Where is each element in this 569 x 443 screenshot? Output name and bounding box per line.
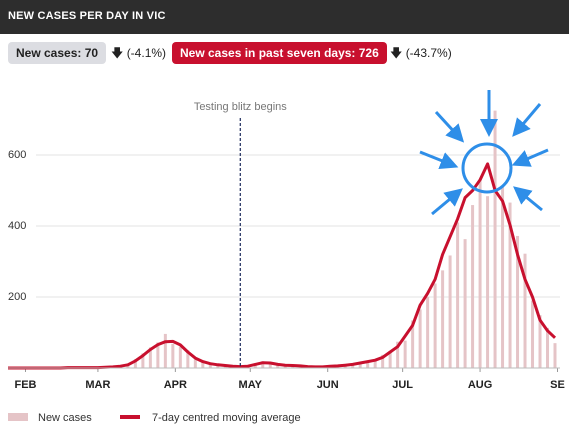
- x-tick-label: MAY: [239, 379, 263, 391]
- bar: [531, 300, 535, 368]
- x-tick-label: AUG: [468, 379, 492, 391]
- x-tick-label: MAR: [85, 379, 110, 391]
- bar: [523, 253, 527, 368]
- bar: [418, 309, 422, 368]
- bar: [433, 283, 437, 368]
- bar: [486, 196, 490, 368]
- bar: [276, 364, 280, 368]
- arrow: [511, 148, 549, 167]
- bar: [403, 340, 407, 368]
- bar: [148, 347, 152, 368]
- x-tick-label: APR: [164, 379, 187, 391]
- y-tick-label: 400: [8, 220, 26, 232]
- x-tick-label: JUN: [317, 379, 339, 391]
- arrow: [513, 186, 543, 212]
- bar: [156, 342, 160, 368]
- bar: [381, 354, 385, 368]
- x-tick-label: JUL: [392, 379, 413, 391]
- legend-swatch: [8, 413, 28, 421]
- legend-label: 7-day centred moving average: [152, 412, 301, 424]
- bar: [358, 361, 362, 368]
- bar: [508, 202, 512, 368]
- bar: [201, 360, 205, 368]
- bar: [388, 350, 392, 368]
- bar: [501, 186, 505, 368]
- bar: [178, 346, 182, 368]
- bar: [268, 363, 272, 368]
- legend-label: New cases: [38, 412, 92, 424]
- bar: [133, 359, 137, 368]
- bar: [351, 364, 355, 368]
- down-arrow: 🡇: [111, 46, 124, 60]
- x-tick-label: FEB: [14, 379, 36, 391]
- bar: [396, 341, 400, 368]
- bar: [186, 350, 190, 368]
- down-arrow: 🡇: [390, 46, 403, 60]
- bar: [411, 320, 415, 368]
- bar: [171, 343, 175, 368]
- arrow: [431, 188, 463, 216]
- bar: [426, 297, 430, 368]
- arrow: [419, 150, 459, 170]
- bar: [493, 110, 497, 368]
- arrow: [512, 103, 542, 137]
- bar: [366, 360, 370, 368]
- bar: [538, 315, 542, 368]
- y-tick-label: 600: [8, 149, 26, 161]
- change-text: (-4.1%): [126, 46, 167, 60]
- bar: [448, 255, 452, 368]
- bar: [216, 365, 220, 368]
- bar: [283, 365, 287, 368]
- bar: [463, 239, 467, 368]
- bar: [456, 222, 460, 368]
- bar: [441, 270, 445, 368]
- highlight-circle: [461, 142, 513, 194]
- bar: [141, 353, 145, 368]
- arrow: [434, 110, 465, 143]
- bar: [373, 359, 377, 368]
- bar: [471, 205, 475, 368]
- bar: [193, 359, 197, 368]
- y-tick-label: 200: [8, 291, 26, 303]
- bar: [163, 333, 167, 368]
- bar: [478, 179, 482, 368]
- bar: [546, 327, 550, 368]
- stat-change: 🡇 (-4.1%): [111, 42, 166, 64]
- stat-pill: New cases in past seven days: 726: [172, 42, 387, 64]
- stat-pill: New cases: 70: [8, 42, 107, 64]
- change-text: (-43.7%): [405, 46, 452, 60]
- x-tick-label: SE: [550, 379, 565, 391]
- bar: [516, 235, 520, 368]
- stat-change: 🡇 (-43.7%): [390, 42, 452, 64]
- bar: [208, 363, 212, 368]
- annotation-label: Testing blitz begins: [194, 101, 287, 113]
- bar: [553, 343, 557, 368]
- bar: [261, 361, 265, 368]
- highlight: [419, 90, 549, 216]
- chart-title: NEW CASES PER DAY IN VIC: [8, 10, 166, 22]
- header: NEW CASES PER DAY IN VIC: [0, 0, 569, 34]
